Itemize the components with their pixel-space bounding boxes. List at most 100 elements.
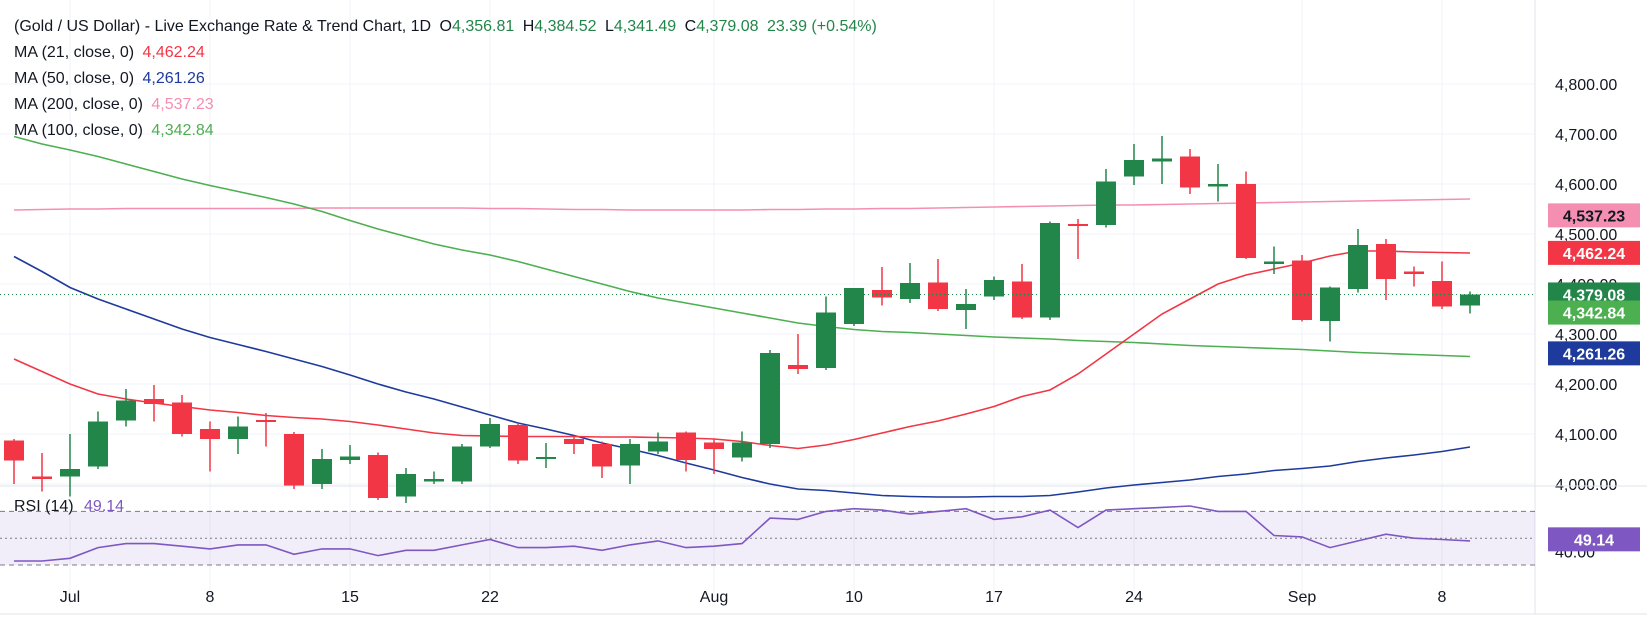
candle-body [564, 439, 584, 444]
high-value: 4,384.52 [534, 18, 597, 35]
y-tick-label: 4,800.00 [1555, 77, 1617, 94]
candle-body [1096, 181, 1116, 225]
x-tick-label: 22 [481, 589, 499, 606]
candle-body [368, 455, 388, 498]
ma21-value: 4,462.24 [142, 44, 205, 61]
candle-body [900, 283, 920, 299]
candle-body [396, 474, 416, 497]
ma21-line [13, 250, 1471, 450]
change-value: 23.39 (+0.54%) [766, 18, 877, 35]
ma50-row[interactable]: MA (50, close, 0) 4,261.26 [14, 66, 881, 92]
y-tick-label: 4,300.00 [1555, 327, 1617, 344]
x-tick-label: 15 [341, 589, 359, 606]
candle-body [760, 353, 780, 444]
ma50-value: 4,261.26 [142, 70, 205, 87]
candle-body [620, 444, 640, 466]
ma200-value: 4,537.23 [151, 96, 214, 113]
chart-title: (Gold / US Dollar) - Live Exchange Rate … [14, 18, 432, 35]
y-tick-label: 4,600.00 [1555, 177, 1617, 194]
candle-body [1012, 281, 1032, 318]
candle-body [116, 400, 136, 421]
candle-body [1068, 224, 1088, 226]
low-label: L [605, 18, 614, 35]
candle-body [816, 312, 836, 368]
x-tick-label: 8 [206, 589, 215, 606]
candle-body [872, 290, 892, 298]
y-tick-label: 4,200.00 [1555, 377, 1617, 394]
candle-body [1152, 158, 1172, 162]
ma100-line [13, 135, 1471, 358]
candle-body [1320, 287, 1340, 321]
candle-body [452, 446, 472, 482]
rsi-value: 49.14 [84, 498, 125, 515]
candle-body [1040, 223, 1060, 318]
candle-body [704, 442, 724, 449]
candle-body [1432, 281, 1452, 307]
candle-body [1460, 294, 1480, 306]
ma200-axis-label-bg [1548, 203, 1640, 228]
last-price-axis-label: 4,379.08 [1563, 287, 1625, 304]
ma21-axis-label: 4,462.24 [1563, 246, 1625, 263]
ma100-value: 4,342.84 [151, 122, 214, 139]
low-value: 4,341.49 [613, 18, 677, 35]
ma200-label: MA (200, close, 0) [14, 96, 143, 113]
y-tick-label: 4,700.00 [1555, 127, 1617, 144]
y-tick-label: 4,100.00 [1555, 427, 1617, 444]
x-tick-label: 8 [1438, 589, 1447, 606]
ma100-row[interactable]: MA (100, close, 0) 4,342.84 [14, 118, 881, 144]
y-tick-label: 4,500.00 [1555, 227, 1617, 244]
candle-body [1124, 160, 1144, 177]
ma100-axis-label: 4,342.84 [1563, 306, 1625, 323]
candle-body [984, 280, 1004, 297]
ma100-label: MA (100, close, 0) [14, 122, 143, 139]
candle-body [1236, 184, 1256, 258]
candle-body [536, 457, 556, 459]
legend: (Gold / US Dollar) - Live Exchange Rate … [14, 14, 881, 144]
candle-body [1404, 271, 1424, 274]
candle-body [1348, 245, 1368, 289]
ma100-axis-label-bg [1548, 300, 1640, 325]
open-value: 4,356.81 [451, 18, 515, 35]
candle-body [956, 304, 976, 310]
x-tick-label: 10 [845, 589, 863, 606]
ma200-axis-label: 4,537.23 [1563, 208, 1625, 225]
candle-body [788, 365, 808, 369]
candle-body [1180, 156, 1200, 188]
rsi-label: RSI (14) [14, 498, 74, 515]
x-tick-label: Jul [60, 589, 80, 606]
title-row: (Gold / US Dollar) - Live Exchange Rate … [14, 14, 881, 40]
candle-body [88, 421, 108, 467]
rsi-axis-label: 49.14 [1574, 532, 1614, 549]
candle-body [928, 282, 948, 309]
candle-body [732, 442, 752, 458]
rsi-axis-label-bg [1548, 527, 1640, 552]
x-tick-label: 17 [985, 589, 1003, 606]
candle-body [4, 440, 24, 461]
ma50-axis-label-bg [1548, 341, 1640, 366]
ma200-row[interactable]: MA (200, close, 0) 4,537.23 [14, 92, 881, 118]
ma50-line [13, 255, 1471, 498]
candle-body [424, 479, 444, 482]
rsi-line [14, 505, 1471, 562]
ma21-label: MA (21, close, 0) [14, 44, 135, 61]
close-value: 4,379.08 [696, 18, 759, 35]
candle-body [32, 476, 52, 479]
high-label: H [522, 18, 535, 35]
ma21-row[interactable]: MA (21, close, 0) 4,462.24 [14, 40, 881, 66]
candle-body [592, 444, 612, 467]
x-tick-label: Aug [700, 589, 728, 606]
candle-body [844, 288, 864, 324]
candle-body [60, 469, 80, 477]
ma200-line [13, 198, 1471, 211]
candle-body [1292, 260, 1312, 320]
candle-body [648, 441, 668, 452]
rsi-legend[interactable]: RSI (14) 49.14 [14, 498, 124, 516]
open-label: O [439, 18, 452, 35]
ma50-label: MA (50, close, 0) [14, 70, 135, 87]
candle-body [256, 420, 276, 422]
candle-body [200, 429, 220, 439]
candle-body [172, 402, 192, 434]
candle-body [1376, 244, 1396, 279]
